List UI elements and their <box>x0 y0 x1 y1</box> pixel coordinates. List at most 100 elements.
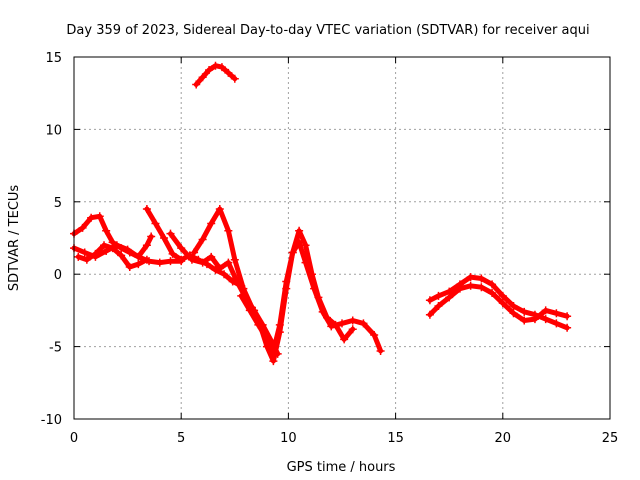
x-tick-label: 20 <box>495 431 512 446</box>
y-tick-label: -10 <box>41 413 62 428</box>
y-tick-label: 0 <box>54 268 62 283</box>
data-point <box>509 302 518 311</box>
data-point <box>207 219 216 228</box>
data-point <box>192 80 201 89</box>
data-point <box>340 335 349 344</box>
data-point <box>425 296 434 305</box>
data-point <box>205 66 214 75</box>
data-point <box>166 257 175 266</box>
data-point <box>498 291 507 300</box>
data-point <box>239 284 248 293</box>
data-point <box>563 312 572 321</box>
series-line <box>191 206 356 364</box>
data-point <box>295 226 304 235</box>
data-point <box>168 249 177 258</box>
data-point <box>74 252 83 261</box>
data-point <box>376 346 385 355</box>
data-point <box>445 287 454 296</box>
data-point <box>338 319 346 328</box>
data-point <box>211 61 220 70</box>
data-point <box>230 255 239 264</box>
data-point <box>80 248 89 257</box>
series-layer <box>70 61 572 366</box>
data-point <box>498 299 507 308</box>
data-point <box>215 264 224 273</box>
data-point <box>198 73 207 82</box>
data-point <box>520 307 529 316</box>
data-point <box>425 310 434 319</box>
series-arc-9 <box>425 281 572 325</box>
data-point <box>434 291 443 300</box>
data-point <box>488 289 497 298</box>
data-point <box>310 284 319 293</box>
data-point <box>224 68 233 77</box>
series-arc-7 <box>237 238 385 355</box>
series-line <box>144 206 244 289</box>
data-point <box>370 331 379 340</box>
data-point <box>541 315 550 324</box>
data-point <box>147 232 156 241</box>
data-point <box>142 255 151 264</box>
data-point <box>477 274 486 283</box>
y-tick-label: 15 <box>45 51 62 66</box>
data-point <box>82 255 91 264</box>
data-point <box>466 273 475 282</box>
data-point <box>563 323 572 332</box>
data-point <box>117 251 126 260</box>
plot-frame <box>73 56 611 420</box>
data-point <box>301 258 310 267</box>
series-line <box>427 283 570 323</box>
data-point <box>87 213 96 222</box>
series-arc-2 <box>70 212 156 261</box>
data-point <box>269 357 278 366</box>
data-point <box>95 212 104 221</box>
data-point <box>530 310 539 319</box>
data-point <box>155 258 164 267</box>
data-point <box>102 226 111 235</box>
data-point <box>134 252 143 261</box>
data-point <box>295 238 304 247</box>
data-point <box>125 248 134 257</box>
data-point <box>466 281 475 290</box>
y-tick-label: 10 <box>45 123 62 138</box>
data-point <box>301 241 310 250</box>
data-point <box>142 205 151 214</box>
data-point <box>237 291 246 300</box>
data-point <box>78 223 87 232</box>
data-point <box>100 241 109 250</box>
data-point <box>215 205 224 214</box>
data-point <box>125 262 134 271</box>
data-point <box>348 325 357 334</box>
data-point <box>177 244 186 253</box>
data-point <box>282 277 291 286</box>
data-point <box>177 255 186 264</box>
data-point <box>509 309 518 318</box>
data-point <box>275 320 284 329</box>
data-point <box>477 283 486 292</box>
data-point <box>160 234 169 242</box>
data-point <box>224 226 233 235</box>
series-arc-3 <box>74 241 151 271</box>
data-point <box>142 241 151 250</box>
data-point <box>288 248 297 257</box>
data-point <box>434 302 443 311</box>
data-point <box>134 260 143 269</box>
data-point <box>269 346 278 355</box>
data-point <box>488 280 497 289</box>
y-axis-label: SDTVAR / TECUs <box>7 185 22 292</box>
data-point <box>108 244 117 253</box>
data-point <box>198 235 207 244</box>
data-point <box>520 316 529 325</box>
series-arc-10 <box>425 273 572 332</box>
grid-layer <box>74 57 610 419</box>
y-tick-label: 5 <box>54 196 62 211</box>
data-point <box>541 306 550 315</box>
data-point <box>245 306 254 315</box>
data-point <box>552 309 561 318</box>
data-point <box>262 335 271 344</box>
y-tick-label: -5 <box>49 341 62 356</box>
data-point <box>220 270 229 279</box>
data-point <box>166 229 175 238</box>
data-point <box>230 74 239 83</box>
